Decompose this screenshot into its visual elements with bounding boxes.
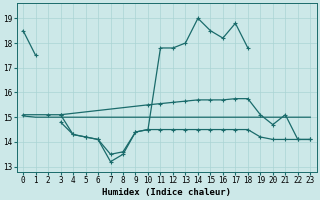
X-axis label: Humidex (Indice chaleur): Humidex (Indice chaleur) bbox=[102, 188, 231, 197]
